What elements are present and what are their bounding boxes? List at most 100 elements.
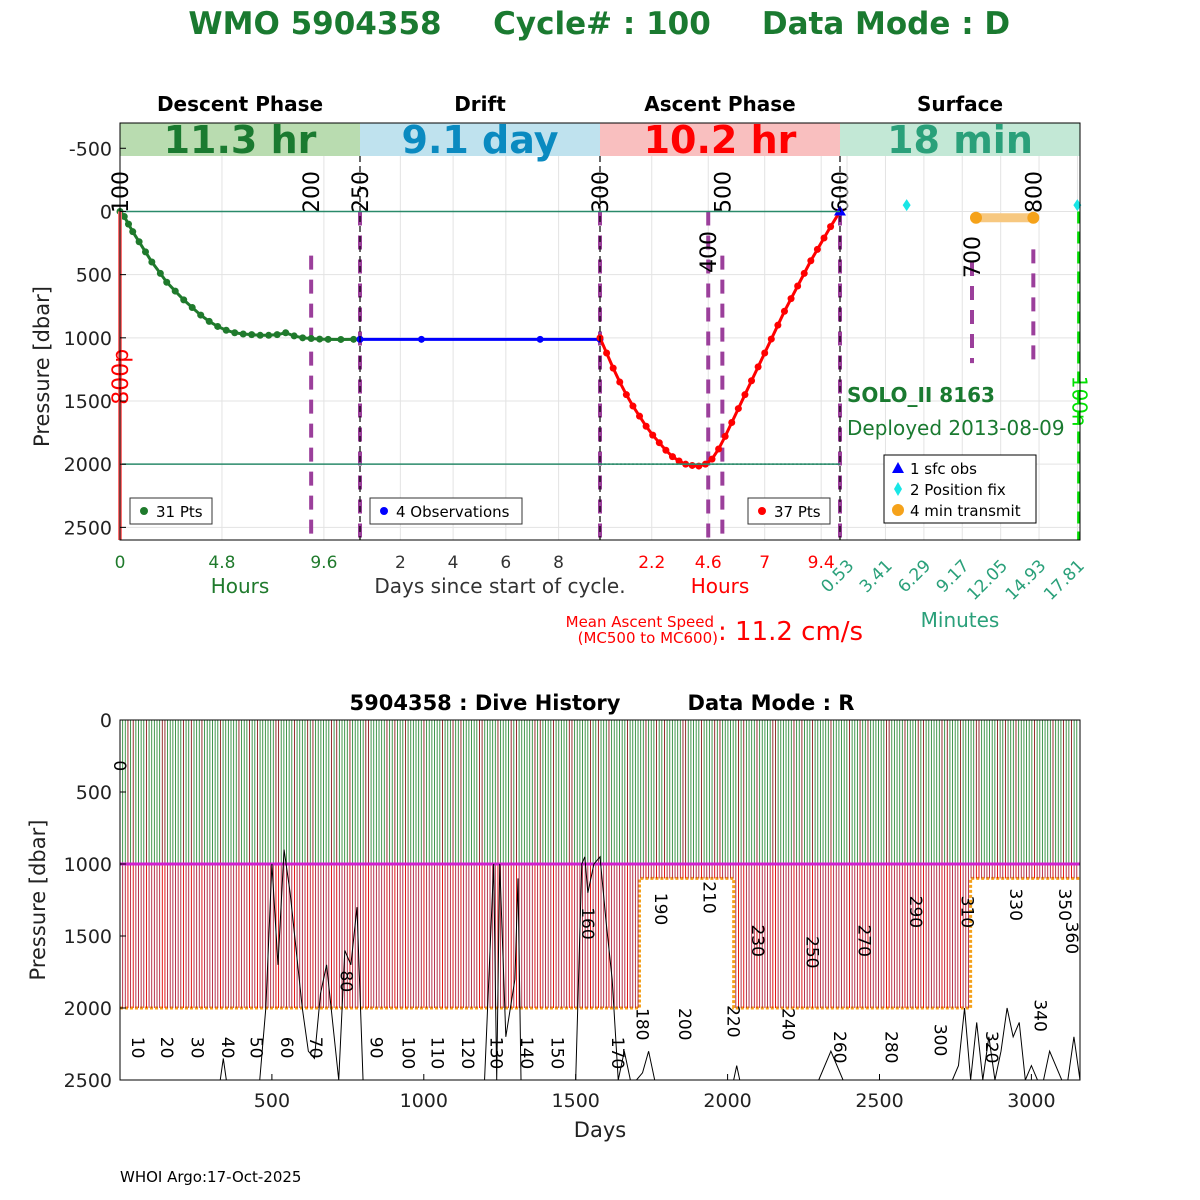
data-point xyxy=(780,307,788,315)
data-point xyxy=(307,334,315,342)
cycle-number-label: 250 xyxy=(802,936,822,968)
data-point xyxy=(282,329,290,337)
x-tick-label: 2000 xyxy=(703,1090,751,1112)
y-tick-label: 1000 xyxy=(64,328,112,350)
data-point xyxy=(180,296,188,304)
cycle-number-label: 40 xyxy=(217,1037,237,1059)
title-wmo: WMO 5904358 xyxy=(188,6,441,42)
plot-frame xyxy=(119,122,1081,541)
x-tick-label: 3000 xyxy=(1007,1090,1055,1112)
data-point xyxy=(239,330,247,338)
phase-name: Descent Phase xyxy=(157,92,323,116)
phase-name: Surface xyxy=(917,92,1003,116)
data-point xyxy=(649,431,657,439)
data-point xyxy=(616,378,624,386)
figure-title: WMO 5904358 Cycle# : 100 Data Mode : D xyxy=(188,6,1010,42)
data-point xyxy=(120,213,128,221)
legend-box xyxy=(369,497,523,525)
data-point xyxy=(163,278,171,286)
data-point xyxy=(715,445,723,453)
data-point xyxy=(813,245,821,253)
cycle-number-label: 190 xyxy=(650,893,670,925)
cycle-number-label: 60 xyxy=(276,1037,296,1059)
cycle-number-label: 360 xyxy=(1061,922,1081,954)
data-point xyxy=(316,335,324,343)
data-point xyxy=(156,269,164,277)
legend-label: 31 Pts xyxy=(156,503,203,521)
cycle-number-label: 260 xyxy=(829,1031,849,1063)
x-tick-label: 17.81 xyxy=(1040,556,1089,605)
data-point xyxy=(721,432,729,440)
data-point xyxy=(609,364,617,372)
x-tick-label: 14.93 xyxy=(1002,556,1051,605)
cycle-number-label: 350 xyxy=(1054,888,1074,920)
transmit-point xyxy=(970,211,982,224)
data-point xyxy=(148,258,156,266)
x-tick-label: 1000 xyxy=(400,1090,448,1112)
data-point xyxy=(214,322,222,330)
cycle-number-label: 140 xyxy=(516,1037,536,1069)
x-axis-label: Hours xyxy=(211,574,270,598)
data-point xyxy=(197,311,205,319)
cycle-number-label: 0 xyxy=(109,760,129,771)
data-point xyxy=(761,349,769,357)
phase-header-band xyxy=(600,123,840,156)
history-title-right: Data Mode : R xyxy=(688,691,855,715)
data-point xyxy=(256,331,264,339)
data-point xyxy=(636,412,644,420)
cycle-number-label: 120 xyxy=(457,1037,477,1069)
data-point xyxy=(807,257,815,265)
x-axis-label: Hours xyxy=(691,574,750,598)
legend-swatch xyxy=(140,507,148,515)
title-cycle: Cycle# : 100 xyxy=(493,6,711,42)
y-tick-label: 500 xyxy=(76,265,112,287)
cycle-number-label: 300 xyxy=(929,1024,949,1056)
data-point xyxy=(171,287,179,295)
history-plot-area xyxy=(120,720,1080,1080)
data-point xyxy=(748,377,756,385)
data-point xyxy=(827,223,835,231)
data-point xyxy=(205,317,213,325)
data-point xyxy=(273,331,281,339)
marker-label: 500 xyxy=(711,171,736,213)
cycle-number-label: 220 xyxy=(723,1005,743,1037)
cycle-number-label: 270 xyxy=(853,924,873,956)
phase-header-band xyxy=(360,123,600,156)
y-tick-label: 1500 xyxy=(64,926,112,948)
cycle-number-label: 280 xyxy=(881,1031,901,1063)
marker-label: 100 xyxy=(109,171,134,213)
cycle-number-label: 180 xyxy=(632,1008,652,1040)
x-axis-label: Days xyxy=(574,1118,626,1142)
phase-header-band xyxy=(840,123,1080,156)
cycle-number-label: 230 xyxy=(747,924,767,956)
data-point xyxy=(754,363,762,371)
data-point xyxy=(675,457,683,465)
cycle-number-label: 10 xyxy=(127,1037,147,1059)
data-point xyxy=(350,335,358,343)
x-tick-label: 2.2 xyxy=(638,553,665,573)
data-point xyxy=(324,335,332,343)
cycle-number-label: 290 xyxy=(905,896,925,928)
legend-label: 4 Observations xyxy=(396,503,510,521)
footer-credit: WHOI Argo:17-Oct-2025 xyxy=(120,1168,301,1186)
data-point xyxy=(622,391,630,399)
marker-label: 200 xyxy=(300,171,325,213)
x-tick-label: 4.6 xyxy=(695,553,722,573)
cycle-number-label: 100 xyxy=(398,1037,418,1069)
phase-name: Drift xyxy=(454,92,506,116)
marker-label: 250 xyxy=(349,171,374,213)
phase-name: Ascent Phase xyxy=(644,92,795,116)
data-point xyxy=(248,331,256,339)
y-tick-label: 1500 xyxy=(64,391,112,413)
phase-duration: 10.2 hr xyxy=(644,118,797,162)
data-point xyxy=(290,332,298,340)
data-point xyxy=(820,234,828,242)
data-point xyxy=(728,418,736,426)
cycle-number-label: 210 xyxy=(698,881,718,913)
x-tick-label: 500 xyxy=(254,1090,290,1112)
x-tick-label: 3.41 xyxy=(856,556,897,597)
data-point xyxy=(708,455,716,463)
x-tick-label: 8 xyxy=(553,553,564,573)
red-edge-label: 800p xyxy=(109,349,134,405)
